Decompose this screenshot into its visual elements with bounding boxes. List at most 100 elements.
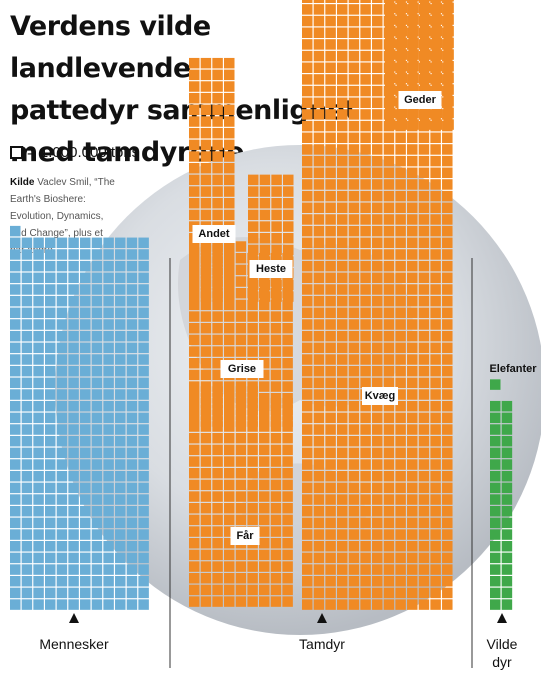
waffle-cell	[302, 50, 313, 62]
waffle-cell	[235, 584, 247, 596]
waffle-cell	[337, 15, 348, 27]
waffle-cell	[115, 529, 126, 540]
waffle-cell	[138, 354, 149, 365]
waffle-cell	[115, 284, 126, 295]
waffle-cell	[407, 225, 418, 237]
waffle-cell	[325, 482, 336, 494]
waffle-cell	[224, 127, 235, 139]
waffle-cell	[407, 552, 418, 564]
waffle-cell	[348, 190, 360, 202]
waffle-cell	[372, 494, 383, 505]
waffle-cell	[21, 505, 33, 517]
waffle-cell	[259, 479, 270, 491]
waffle-cell	[360, 62, 371, 74]
waffle-cell	[68, 354, 79, 365]
waffle-cell	[313, 0, 325, 3]
waffle-cell	[212, 81, 223, 92]
waffle-cell	[80, 377, 91, 389]
waffle-cell	[212, 116, 223, 127]
waffle-cell	[372, 377, 383, 389]
waffle-cell	[430, 225, 441, 237]
waffle-cell	[395, 155, 406, 167]
waffle-cell	[235, 322, 247, 334]
waffle-cell	[348, 155, 360, 167]
waffle-cell	[501, 482, 513, 494]
waffle-cell	[383, 400, 395, 412]
waffle-cell	[259, 346, 270, 357]
waffle-cell	[313, 272, 325, 284]
waffle-cell	[80, 587, 91, 599]
waffle-cell	[395, 505, 406, 517]
waffle-cell	[430, 447, 441, 459]
waffle-cell	[115, 540, 126, 552]
waffle-cell	[56, 307, 68, 319]
waffle-cell	[138, 365, 149, 377]
waffle-cell	[348, 307, 360, 319]
waffle-cell	[385, 119, 396, 130]
waffle-cell	[224, 432, 235, 444]
waffle-cell	[259, 491, 270, 502]
waffle-cell	[360, 447, 371, 459]
arrow-mennesker	[69, 613, 79, 623]
waffle-cell	[80, 365, 91, 377]
waffle-cell	[126, 354, 138, 365]
waffle-cell	[396, 49, 408, 60]
waffle-cell	[302, 529, 313, 540]
waffle-cell	[442, 0, 453, 3]
waffle-cell	[21, 517, 33, 529]
waffle-cell	[360, 564, 371, 575]
waffle-cell	[408, 14, 419, 25]
waffle-cell	[360, 50, 371, 62]
waffle-cell	[302, 214, 313, 225]
waffle-cell	[443, 2, 454, 14]
group-label-vilde-2: dyr	[492, 654, 512, 670]
waffle-cell	[348, 517, 360, 529]
waffle-cell	[200, 244, 212, 256]
waffle-cell	[407, 342, 418, 354]
legend-square-icon	[10, 146, 23, 159]
waffle-cell	[360, 365, 371, 377]
waffle-cell	[212, 334, 223, 346]
waffle-cell	[418, 400, 430, 412]
waffle-cell	[407, 144, 418, 155]
waffle-cell	[372, 237, 383, 249]
waffle-cell	[395, 260, 406, 272]
waffle-cell	[282, 322, 293, 334]
waffle-cell	[442, 529, 453, 540]
waffle-cell	[21, 400, 33, 412]
waffle-cell	[360, 319, 371, 330]
waffle-cell	[325, 167, 336, 179]
waffle-cell	[501, 575, 513, 587]
waffle-cell	[282, 596, 293, 607]
waffle-cell	[91, 237, 103, 249]
waffle-cell	[21, 470, 33, 482]
waffle-cell	[325, 505, 336, 517]
waffle-cell	[325, 459, 336, 470]
waffle-cell	[45, 330, 56, 342]
waffle-cell	[115, 400, 126, 412]
waffle-cell	[325, 435, 336, 447]
waffle-cell	[337, 447, 348, 459]
waffle-cell	[33, 424, 44, 435]
waffle-cell	[360, 459, 371, 470]
waffle-cell	[372, 505, 383, 517]
waffle-cell	[418, 260, 430, 272]
waffle-cell	[395, 377, 406, 389]
waffle-cell	[282, 311, 293, 322]
waffle-cell	[431, 25, 443, 37]
waffle-cell	[45, 447, 56, 459]
waffle-cell	[68, 319, 79, 330]
waffle-cell	[348, 482, 360, 494]
waffle-cell	[420, 0, 431, 2]
waffle-cell	[395, 330, 406, 342]
waffle-cell	[325, 587, 336, 599]
waffle-cell	[103, 529, 114, 540]
waffle-cell	[259, 186, 271, 197]
waffle-cell	[360, 109, 371, 120]
waffle-cell	[325, 412, 336, 424]
waffle-cell	[385, 25, 396, 37]
waffle-cell	[418, 540, 430, 552]
waffle-cell	[189, 596, 200, 607]
waffle-cell	[282, 549, 293, 561]
waffle-cell	[10, 284, 21, 295]
